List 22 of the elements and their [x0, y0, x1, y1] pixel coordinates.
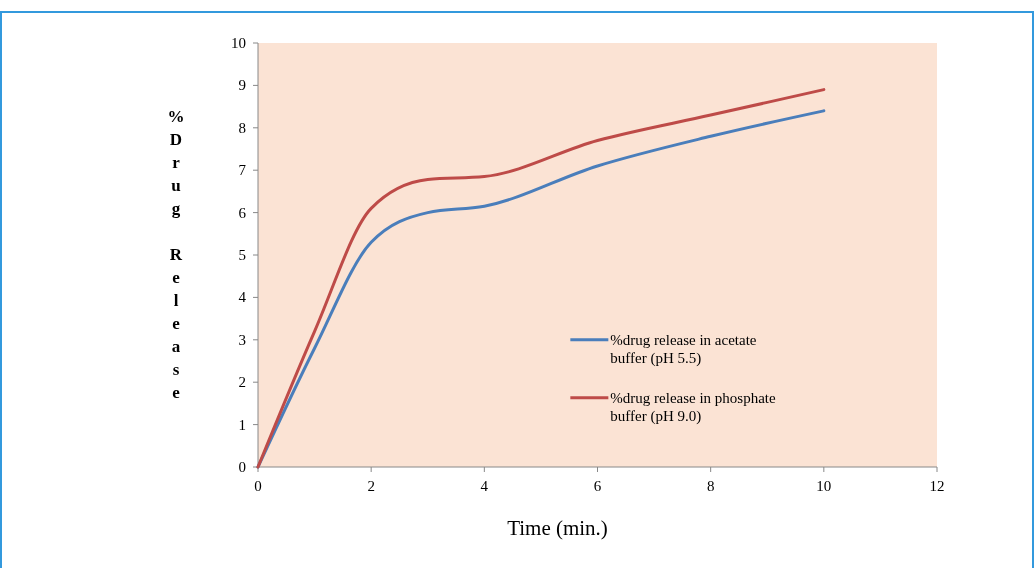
- y-tick-label: 0: [238, 459, 246, 475]
- legend-label: %drug release in acetate buffer (pH 5.5): [610, 331, 757, 367]
- x-tick-label: 4: [480, 478, 489, 494]
- x-tick-label: 12: [929, 478, 945, 494]
- text: %Drug Release: [167, 107, 185, 402]
- x-tick-label: 0: [254, 478, 262, 494]
- y-tick-label: 5: [238, 247, 246, 263]
- y-tick-label: 7: [238, 162, 247, 179]
- y-tick-label: 10: [231, 35, 246, 51]
- y-tick-label: 3: [238, 331, 246, 348]
- y-tick-label: 4: [238, 289, 247, 306]
- y-tick-label: 1: [238, 416, 246, 433]
- y-tick-label: 6: [238, 204, 247, 221]
- x-tick-label: 2: [367, 478, 375, 494]
- x-tick-label: 8: [706, 478, 715, 494]
- y-tick-label: 2: [238, 374, 246, 391]
- x-tick-label: 10: [816, 478, 832, 494]
- x-tick-label: 6: [593, 478, 602, 494]
- y-tick-label: 8: [238, 119, 246, 136]
- x-axis-title: Time (min.): [507, 516, 608, 540]
- legend-label: %drug release in phosphate buffer (pH 9.0): [610, 389, 777, 425]
- y-tick-label: 9: [238, 77, 246, 94]
